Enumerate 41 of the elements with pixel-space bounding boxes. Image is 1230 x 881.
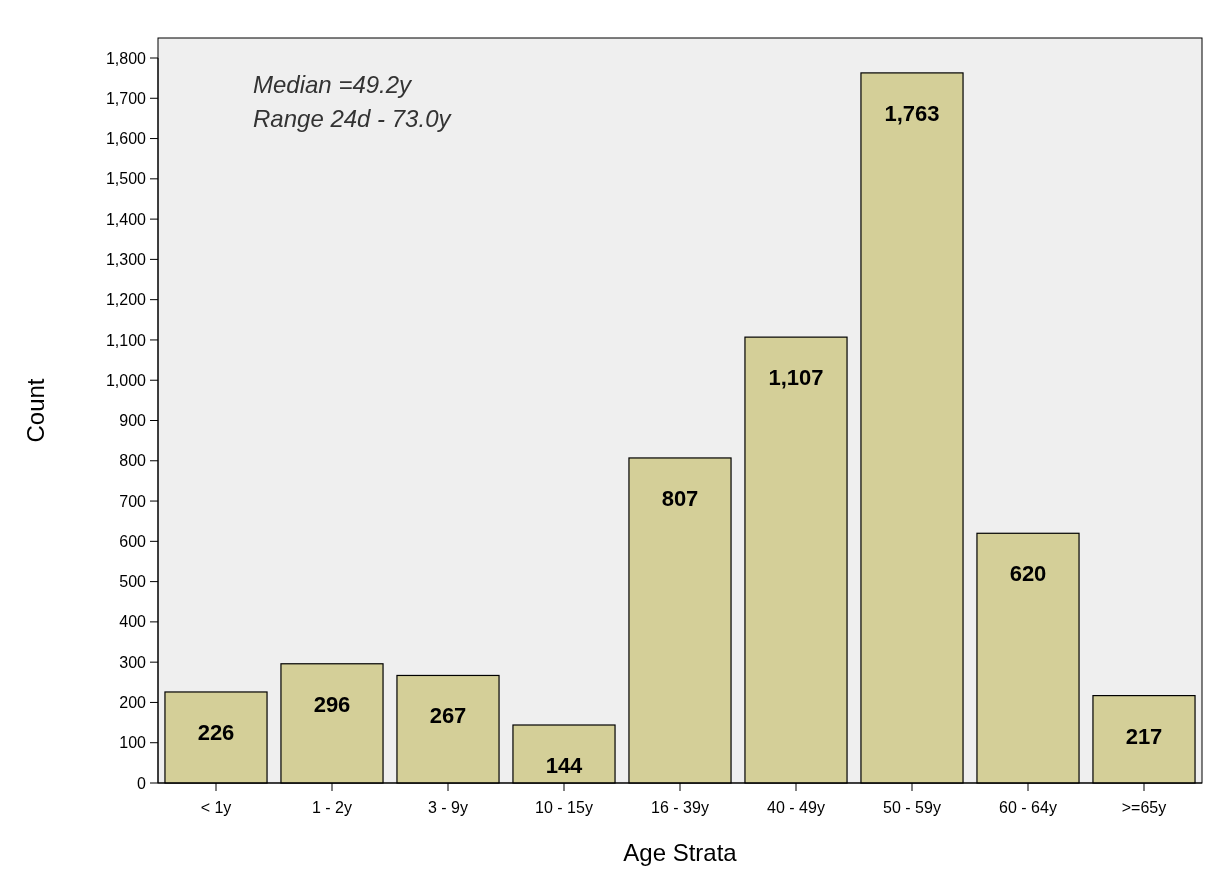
y-tick-label: 800 <box>119 452 147 470</box>
x-tick-label: >=65y <box>1121 799 1167 816</box>
y-tick-label: 1,300 <box>105 250 147 268</box>
data-label: 267 <box>429 703 467 729</box>
y-tick-label: 1,100 <box>105 331 147 349</box>
y-tick-label: 100 <box>119 734 147 752</box>
x-tick-label: 16 - 39y <box>651 799 709 816</box>
y-tick-label: 700 <box>119 492 147 510</box>
data-label: 144 <box>545 753 584 778</box>
annotation: Median =49.2y <box>253 71 414 98</box>
y-tick-label: 600 <box>119 532 147 550</box>
y-tick-label: 1,700 <box>105 89 147 107</box>
y-tick-label: 1,500 <box>105 170 147 188</box>
annotation: Range 24d - 73.0y <box>253 105 453 132</box>
x-axis-title: Age Strata <box>623 839 738 866</box>
data-label: 807 <box>661 485 699 511</box>
x-tick-label: 60 - 64y <box>999 799 1057 816</box>
y-tick-label: 1,800 <box>105 49 147 67</box>
data-label: 1,763 <box>884 100 940 126</box>
data-label: 226 <box>197 719 235 745</box>
x-tick-label: < 1y <box>200 799 232 816</box>
y-tick-label: 300 <box>119 653 147 671</box>
y-tick-label: 200 <box>119 694 147 712</box>
y-tick-label: 1,000 <box>105 371 147 389</box>
data-label: 620 <box>1009 561 1047 587</box>
data-label: 217 <box>1125 723 1163 749</box>
y-tick-label: 1,400 <box>105 210 147 228</box>
y-tick-label: 500 <box>119 573 147 591</box>
y-tick-label: 400 <box>119 613 147 631</box>
x-tick-label: 10 - 15y <box>535 799 593 816</box>
x-tick-label: 50 - 59y <box>883 799 941 816</box>
x-tick-label: 3 - 9y <box>427 799 469 816</box>
y-tick-label: 1,600 <box>105 130 147 148</box>
x-tick-label: 40 - 49y <box>767 799 825 816</box>
x-tick-label: 1 - 2y <box>311 799 353 816</box>
y-axis-title: Count <box>22 378 49 443</box>
data-label: 296 <box>313 691 351 717</box>
y-tick-label: 900 <box>119 412 147 430</box>
y-tick-label: 0 <box>137 774 147 792</box>
y-tick-label: 1,200 <box>105 291 147 309</box>
data-label: 1,107 <box>768 365 824 391</box>
